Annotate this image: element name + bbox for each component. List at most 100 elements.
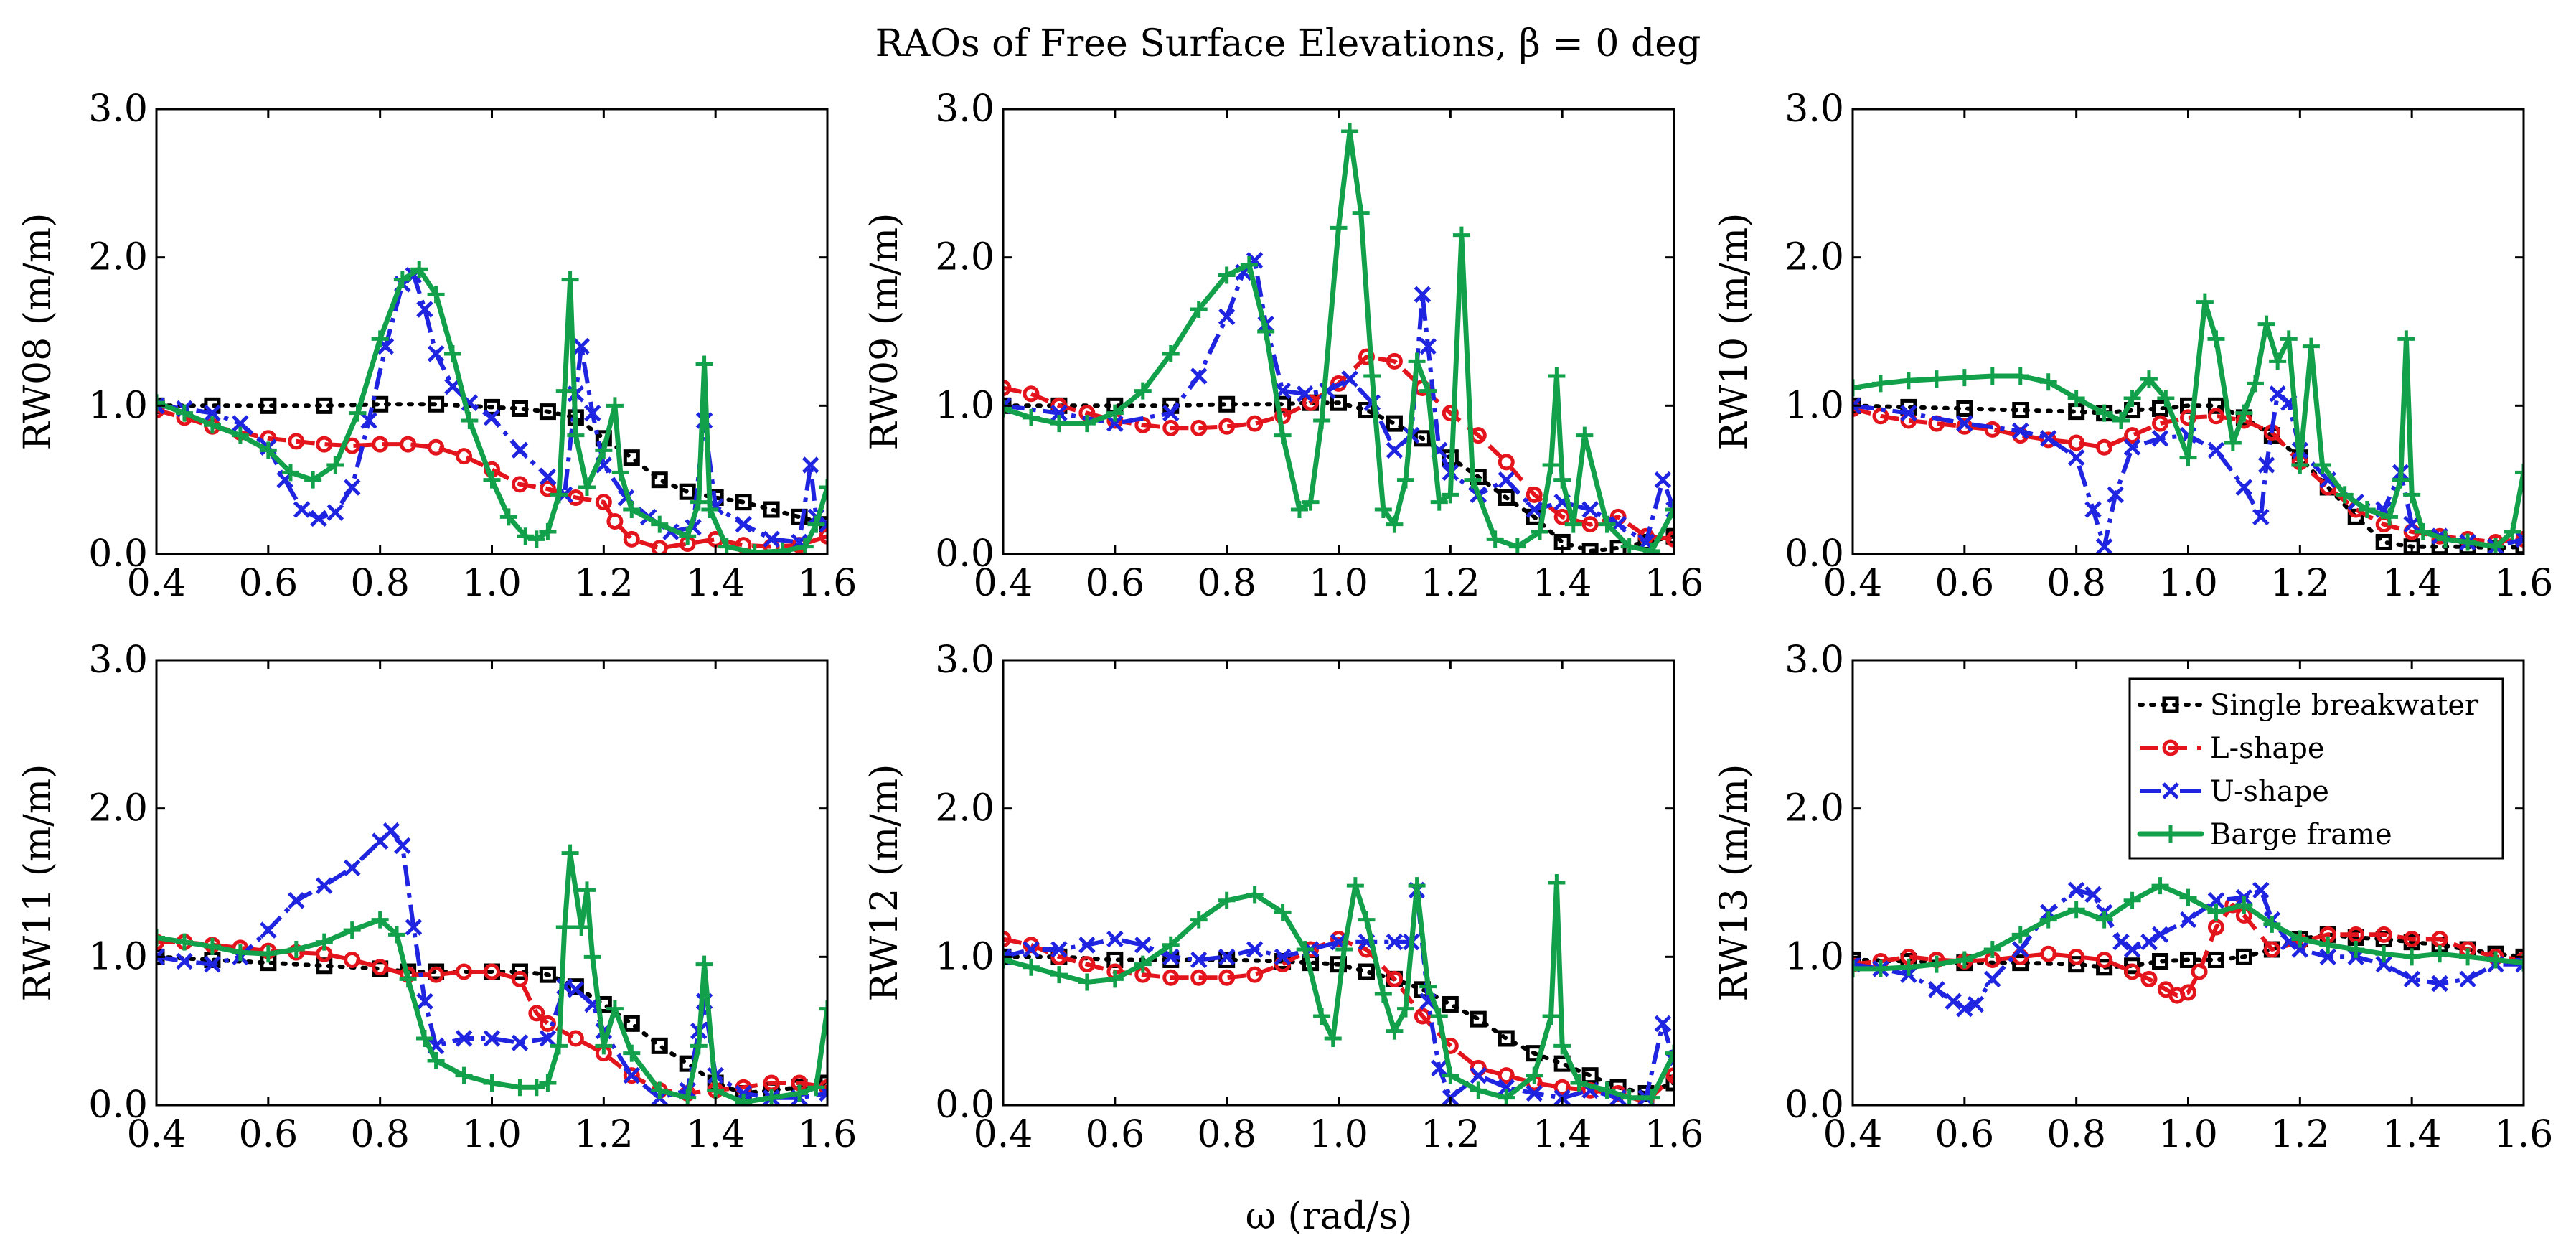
series-line-barge-frame — [1003, 128, 1674, 554]
data-point-u-shape — [1386, 441, 1404, 459]
data-point-single-breakwater — [763, 501, 780, 518]
data-point-l-shape — [819, 527, 827, 545]
data-point-l-shape — [288, 433, 305, 450]
legend-label: L-shape — [2210, 732, 2325, 765]
data-point-barge-frame — [807, 515, 825, 533]
series-group — [1853, 877, 2524, 1018]
data-point-l-shape — [528, 1005, 545, 1022]
data-point-barge-frame — [427, 286, 445, 304]
data-point-barge-frame — [2459, 533, 2477, 551]
data-point-single-breakwater — [567, 978, 584, 995]
x-tick-label: 1.2 — [574, 1113, 634, 1156]
data-point-barge-frame — [1542, 1008, 1560, 1025]
data-point-barge-frame — [1341, 123, 1359, 140]
data-point-barge-frame — [623, 501, 641, 518]
x-tick-label: 1.6 — [1645, 1113, 1704, 1156]
data-point-l-shape — [595, 494, 612, 511]
data-point-l-shape — [1246, 966, 1264, 983]
data-point-l-shape — [1526, 486, 1543, 503]
data-point-u-shape — [2112, 933, 2130, 951]
data-point-single-breakwater — [511, 963, 528, 980]
data-point-u-shape — [2067, 449, 2085, 466]
data-point-l-shape — [2040, 431, 2057, 449]
data-point-barge-frame — [2280, 330, 2298, 348]
data-point-barge-frame — [1871, 375, 1889, 393]
data-point-barge-frame — [455, 1066, 473, 1084]
data-point-l-shape — [1003, 380, 1012, 397]
data-point-barge-frame — [578, 881, 596, 899]
data-point-l-shape — [1078, 956, 1096, 973]
series-group — [156, 261, 827, 554]
data-point-l-shape — [1218, 418, 1236, 435]
data-point-barge-frame — [1386, 1022, 1404, 1040]
data-point-barge-frame — [1313, 1008, 1331, 1025]
data-point-barge-frame — [2095, 911, 2113, 929]
data-point-barge-frame — [819, 479, 827, 496]
data-point-single-breakwater — [2180, 951, 2196, 968]
data-point-barge-frame — [1022, 408, 1040, 426]
data-point-barge-frame — [2414, 523, 2432, 540]
data-point-single-breakwater — [2152, 953, 2169, 970]
data-point-u-shape — [1274, 948, 1292, 966]
data-point-single-breakwater — [2235, 948, 2252, 965]
data-point-single-breakwater — [539, 403, 556, 421]
data-point-single-breakwater — [651, 1037, 668, 1054]
data-point-barge-frame — [349, 404, 367, 422]
data-point-barge-frame — [1853, 959, 1861, 977]
data-point-barge-frame — [2392, 471, 2410, 489]
x-tick-label: 1.0 — [462, 1113, 522, 1156]
data-point-single-breakwater — [651, 471, 668, 489]
x-tick-label: 0.6 — [1935, 1113, 1994, 1156]
data-point-barge-frame — [1598, 1081, 1616, 1099]
data-point-l-shape — [2096, 438, 2113, 456]
data-point-barge-frame — [2358, 501, 2376, 518]
x-tick-label: 0.4 — [127, 1113, 187, 1156]
data-point-u-shape — [1526, 1084, 1543, 1102]
subplot-grid: 0.4 0.6 0.8 1.0 1.2 1.4 1.6 0.0 1.0 2.0 3.0 RW08 (m… — [17, 88, 2553, 1156]
x-tick-label: 1.4 — [1533, 1113, 1592, 1156]
data-point-single-breakwater — [372, 395, 389, 413]
data-point-u-shape — [405, 919, 423, 936]
data-point-barge-frame — [2112, 412, 2130, 429]
data-point-u-shape — [2207, 892, 2225, 909]
data-point-barge-frame — [2319, 936, 2337, 954]
y-tick-label: 0.0 — [88, 1084, 148, 1127]
data-point-barge-frame — [1134, 955, 1152, 973]
data-point-barge-frame — [1853, 379, 1861, 397]
series-group — [156, 822, 827, 1105]
data-point-barge-frame — [203, 937, 221, 955]
data-point-l-shape — [372, 436, 389, 453]
data-point-barge-frame — [1548, 874, 1566, 891]
data-point-barge-frame — [371, 911, 389, 929]
data-point-u-shape — [2319, 948, 2337, 966]
data-point-u-shape — [1956, 1000, 1973, 1018]
data-point-barge-frame — [1442, 486, 1459, 504]
data-point-barge-frame — [595, 1037, 613, 1055]
data-point-l-shape — [316, 436, 333, 453]
data-point-single-breakwater — [2375, 533, 2392, 550]
y-axis-label: RW12 (m/m) — [863, 764, 906, 1002]
data-point-barge-frame — [2291, 456, 2309, 474]
data-point-u-shape — [2123, 438, 2141, 456]
data-point-barge-frame — [623, 1044, 641, 1062]
data-point-barge-frame — [2235, 404, 2253, 422]
data-point-u-shape — [2207, 441, 2225, 459]
data-point-u-shape — [539, 468, 557, 486]
data-point-u-shape — [1581, 501, 1599, 518]
data-point-barge-frame — [2431, 945, 2449, 963]
data-point-u-shape — [2291, 941, 2309, 958]
data-point-l-shape — [1553, 1079, 1571, 1096]
data-point-u-shape — [293, 501, 311, 518]
data-point-barge-frame — [2011, 926, 2029, 944]
x-tick-label: 0.8 — [350, 562, 410, 605]
data-point-barge-frame — [695, 955, 713, 973]
data-point-u-shape — [573, 337, 590, 355]
legend-marker — [2162, 782, 2179, 799]
subplot-rw11: 0.4 0.6 0.8 1.0 1.2 1.4 1.6 0.0 1.0 2.0 3.0 RW11 (m… — [17, 639, 857, 1156]
data-point-l-shape — [1386, 970, 1403, 987]
data-point-single-breakwater — [1498, 489, 1515, 506]
data-point-l-shape — [1498, 454, 1515, 471]
series-line-u-shape — [1003, 888, 1674, 1100]
data-point-barge-frame — [231, 944, 249, 962]
